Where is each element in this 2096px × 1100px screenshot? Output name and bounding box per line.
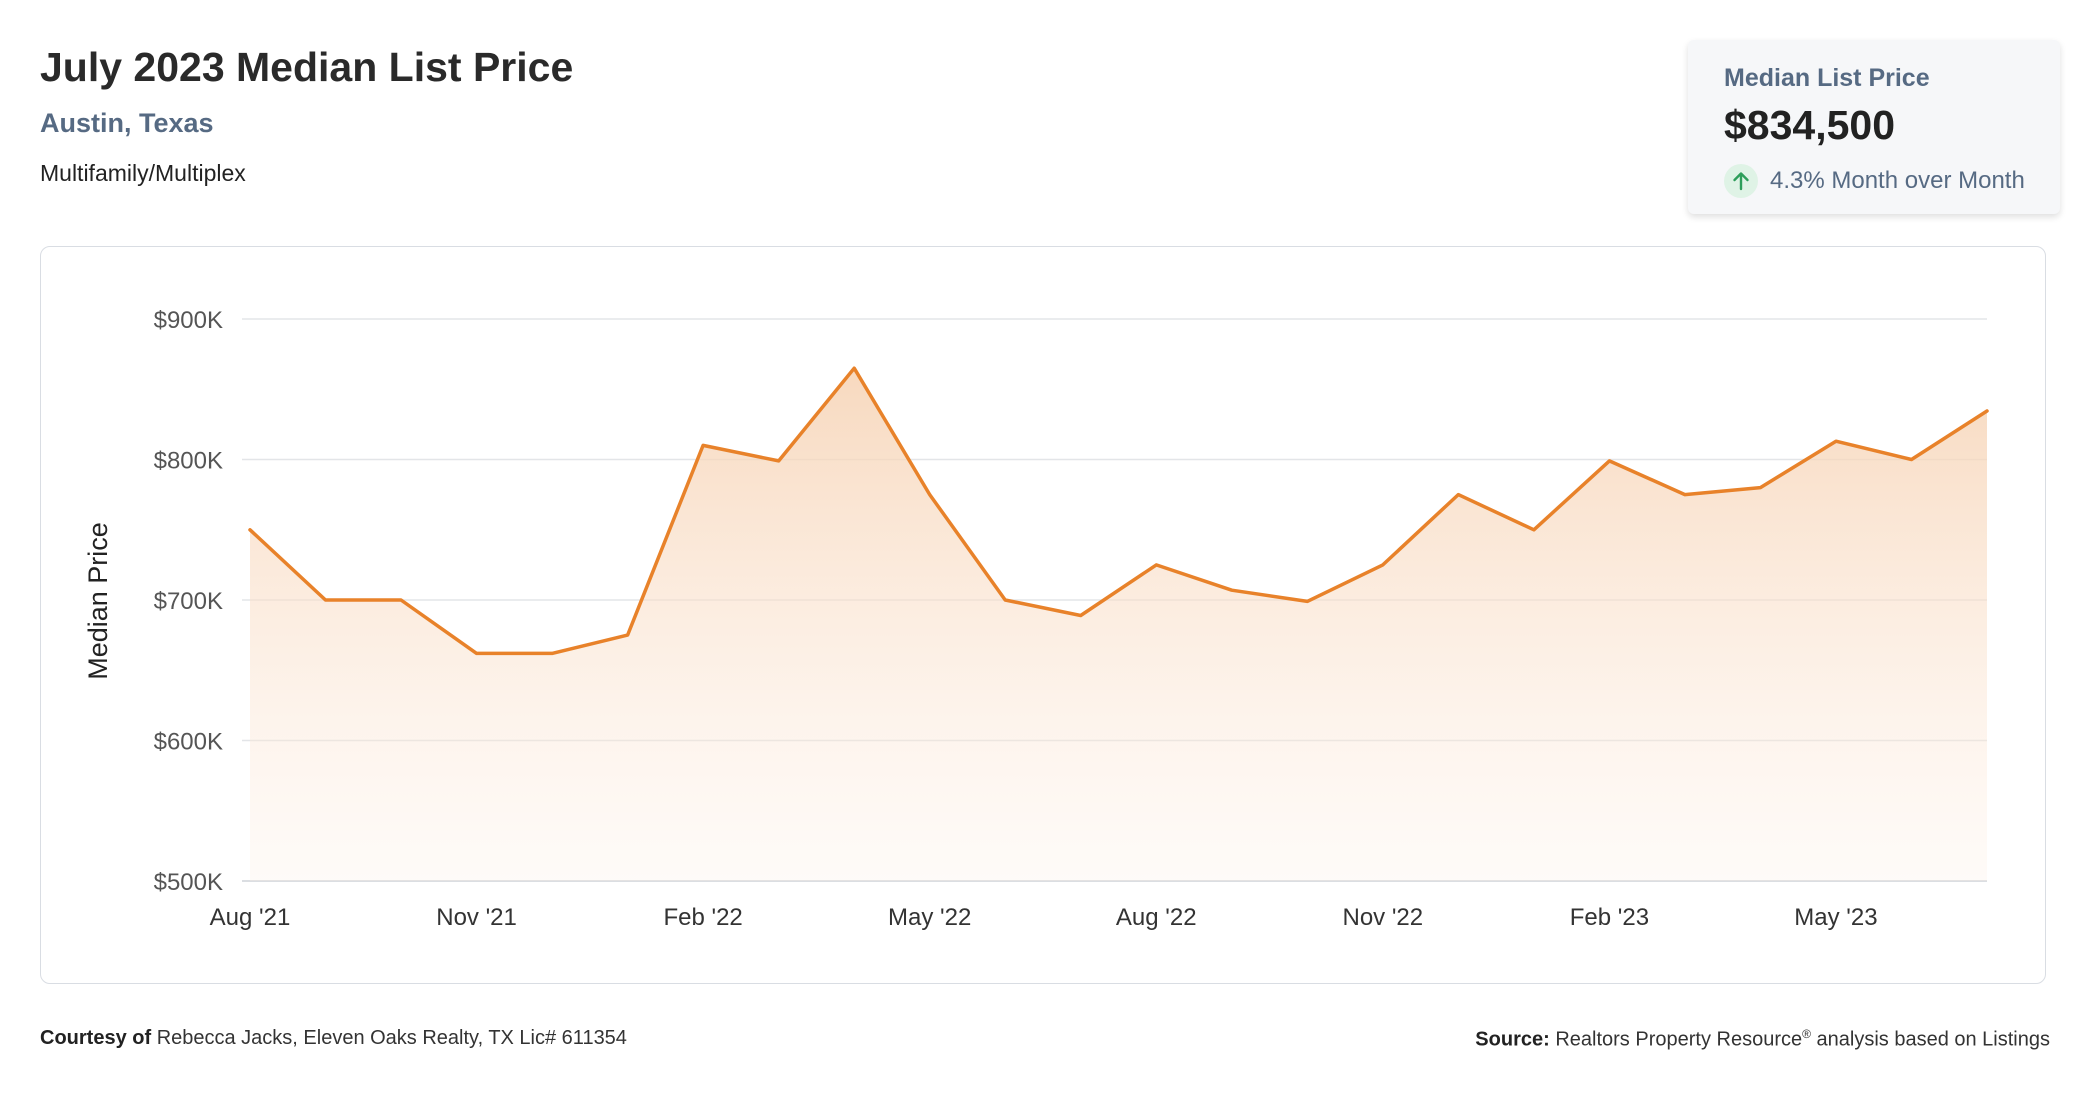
median-price-line	[248, 366, 1989, 656]
y-axis-label: Median Price	[83, 522, 113, 680]
data-point	[474, 650, 480, 656]
footer-courtesy: Courtesy of Rebecca Jacks, Eleven Oaks R…	[40, 1027, 627, 1050]
data-point	[1833, 438, 1839, 444]
data-point	[700, 442, 706, 448]
data-point	[1984, 408, 1990, 414]
arrow-up-icon	[1724, 164, 1758, 198]
stat-label: Median List Price	[1724, 64, 1930, 92]
series-line	[247, 365, 1990, 656]
data-point	[1455, 492, 1461, 498]
y-tick-label: $900K	[154, 307, 223, 334]
data-point	[1380, 562, 1386, 568]
data-point	[1531, 527, 1537, 533]
median-price-chart: $500K $600K $700K $800K $900K Aug '21 Nov '21…	[83, 307, 1990, 931]
stat-change-text: 4.3% Month over Month	[1770, 167, 2025, 194]
data-point	[1304, 598, 1310, 604]
data-point	[1153, 562, 1159, 568]
x-tick-label: May '22	[888, 904, 971, 931]
source-text: Realtors Property Resource	[1555, 1028, 1803, 1051]
y-axis-ticks: $500K $600K $700K $800K $900K	[154, 307, 223, 896]
area-fill	[250, 368, 1987, 881]
stat-value: $834,500	[1724, 102, 1896, 148]
data-point	[398, 597, 404, 603]
x-axis-ticks: Aug '21 Nov '21 Feb '22 May '22 Aug '22 Nov '…	[210, 904, 1878, 931]
source-suffix: analysis based on Listings	[1816, 1028, 2050, 1051]
data-point	[1229, 587, 1235, 593]
location-subtitle: Austin, Texas	[40, 108, 214, 138]
data-point	[323, 597, 329, 603]
x-tick-label: Nov '21	[436, 904, 517, 931]
y-tick-label: $600K	[154, 729, 223, 756]
data-point	[851, 365, 857, 371]
data-point	[1757, 485, 1763, 491]
data-point	[1002, 597, 1008, 603]
data-point	[927, 492, 933, 498]
data-point	[247, 527, 253, 533]
y-tick-label: $700K	[154, 588, 223, 615]
stat-change: 4.3% Month over Month	[1724, 164, 2025, 198]
median-price-stat-card: Median List Price $834,500 4.3% Month ov…	[1688, 40, 2060, 214]
series-area	[250, 368, 1987, 881]
footer-source: Source: Realtors Property Resource® anal…	[1475, 1027, 2050, 1052]
x-tick-label: Aug '21	[210, 904, 291, 931]
data-point	[625, 632, 631, 638]
data-point	[776, 458, 782, 464]
x-tick-label: May '23	[1794, 904, 1877, 931]
x-tick-label: Aug '22	[1116, 904, 1197, 931]
source-label: Source:	[1475, 1028, 1550, 1051]
data-point	[1606, 458, 1612, 464]
chart-panel: $500K $600K $700K $800K $900K Aug '21 Nov '21…	[40, 246, 2046, 984]
x-tick-label: Nov '22	[1343, 904, 1424, 931]
page-title: July 2023 Median List Price	[40, 44, 574, 90]
x-tick-label: Feb '22	[663, 904, 742, 931]
x-tick-label: Feb '23	[1570, 904, 1649, 931]
y-tick-label: $500K	[154, 869, 223, 896]
data-point	[1682, 492, 1688, 498]
data-point	[1078, 612, 1084, 618]
y-tick-label: $800K	[154, 448, 223, 475]
property-type: Multifamily/Multiplex	[40, 160, 246, 186]
registered-mark: ®	[1802, 1027, 1811, 1041]
data-point	[1908, 457, 1914, 463]
data-point	[549, 650, 555, 656]
courtesy-text: Rebecca Jacks, Eleven Oaks Realty, TX Li…	[156, 1027, 627, 1049]
courtesy-label: Courtesy of	[40, 1027, 152, 1049]
